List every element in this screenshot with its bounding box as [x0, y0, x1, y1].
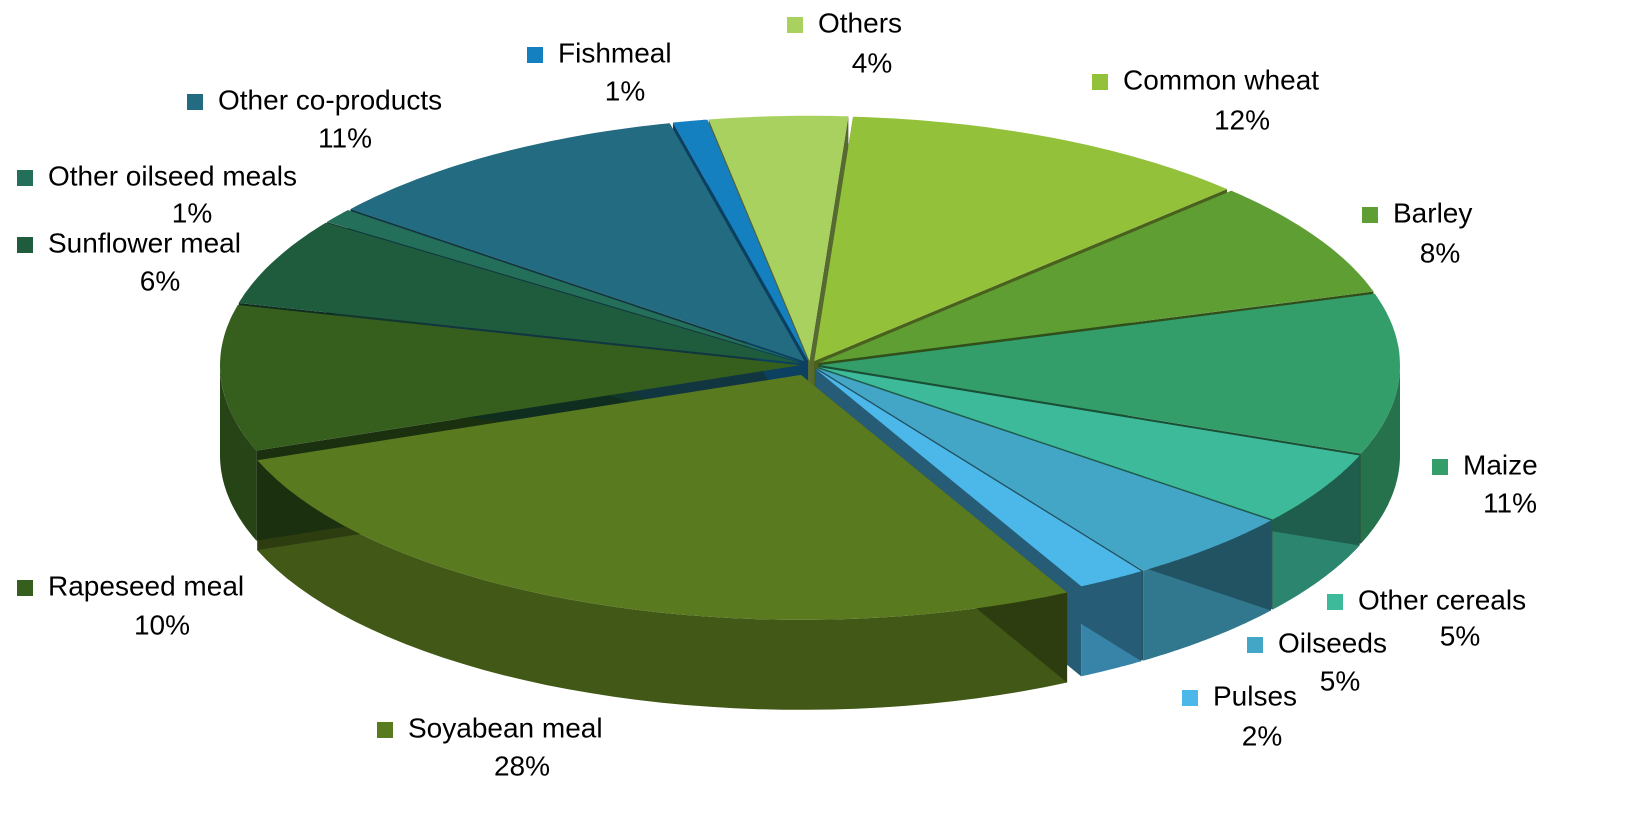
value-label: 5% — [1440, 620, 1480, 651]
slice — [326, 210, 802, 363]
tops — [220, 115, 1400, 620]
slice — [350, 123, 805, 362]
value-label: 1% — [605, 75, 645, 106]
legend-marker — [527, 47, 543, 63]
category-label: Soyabean meal — [408, 712, 603, 743]
legend-marker — [17, 237, 33, 253]
category-label: Oilseeds — [1278, 627, 1387, 658]
value-label: 11% — [318, 122, 372, 153]
category-label: Pulses — [1213, 680, 1297, 711]
slice-side — [1360, 365, 1400, 544]
legend-marker — [1092, 74, 1108, 90]
legend-marker — [1362, 207, 1378, 223]
value-label: 28% — [494, 750, 550, 781]
value-label: 12% — [1214, 104, 1270, 135]
category-label: Other cereals — [1358, 584, 1526, 615]
value-label: 8% — [1420, 237, 1460, 268]
legend-marker — [1247, 637, 1263, 653]
slice — [220, 305, 801, 451]
slice — [814, 116, 1227, 362]
slice — [819, 293, 1400, 454]
category-label: Common wheat — [1123, 64, 1319, 95]
legend-marker — [1182, 690, 1198, 706]
legend-marker — [1327, 594, 1343, 610]
legend-marker — [17, 170, 33, 186]
category-label: Other co-products — [218, 84, 442, 115]
value-label: 10% — [134, 609, 190, 640]
value-label: 2% — [1242, 720, 1282, 751]
legend-marker — [17, 580, 33, 596]
value-label: 6% — [140, 265, 180, 296]
slice — [815, 368, 1142, 587]
legend-marker — [787, 17, 803, 33]
legend-marker — [187, 94, 203, 110]
slice — [672, 119, 808, 361]
value-label: 1% — [172, 197, 212, 228]
value-label: 11% — [1483, 487, 1537, 518]
category-label: Fishmeal — [558, 37, 672, 68]
legend-marker — [1432, 459, 1448, 475]
value-label: 4% — [852, 47, 892, 78]
category-label: Rapeseed meal — [48, 570, 244, 601]
slice — [816, 368, 1271, 571]
slice — [818, 367, 1360, 520]
legend-marker — [377, 722, 393, 738]
slice — [238, 222, 801, 364]
slice — [708, 115, 849, 361]
slice-side — [220, 365, 257, 541]
slice-side — [257, 460, 1068, 710]
category-label: Sunflower meal — [48, 227, 241, 258]
category-label: Others — [818, 7, 902, 38]
slice — [257, 374, 1068, 620]
category-label: Maize — [1463, 449, 1538, 480]
slice — [818, 190, 1374, 363]
category-label: Barley — [1393, 197, 1472, 228]
value-label: 5% — [1320, 665, 1360, 696]
category-label: Other oilseed meals — [48, 160, 297, 191]
